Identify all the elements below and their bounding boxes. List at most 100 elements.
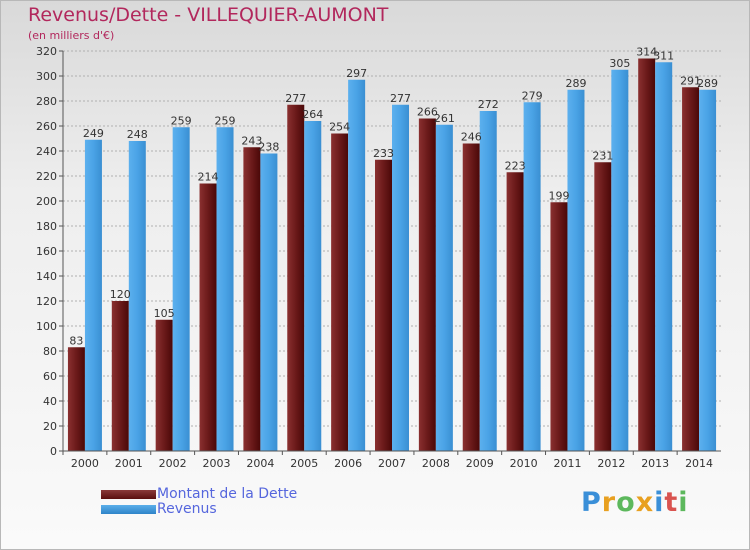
data-label-debt: 291 <box>680 74 701 87</box>
logo-letter: i <box>678 487 689 518</box>
x-tick-label: 2002 <box>159 457 187 470</box>
x-tick-labels: 2000 2001 2002 2003 2004 2005 2006 2007 2008 2009… <box>62 451 713 470</box>
y-tick-label: 220 <box>36 170 57 183</box>
data-label-revenue: 289 <box>697 77 718 90</box>
bar-debt <box>594 162 612 451</box>
data-label-revenue: 264 <box>302 108 323 121</box>
logo-letter: i <box>654 487 665 518</box>
data-label-revenue: 305 <box>609 57 630 70</box>
bar-revenue <box>216 127 234 451</box>
data-label-debt: 246 <box>461 131 482 144</box>
legend-label-debt: Montant de la Dette <box>157 486 298 502</box>
y-tick-label: 40 <box>43 395 57 408</box>
legend-label-revenue: Revenus <box>157 501 217 517</box>
x-tick-label: 2007 <box>378 457 406 470</box>
y-tick-label: 60 <box>43 370 57 383</box>
y-tick-labels: 0 20 40 60 80 100 120 140 160 180 200 220 240 260 280 3… <box>36 45 57 458</box>
data-label-debt: 105 <box>154 307 175 320</box>
y-tick-label: 20 <box>43 420 57 433</box>
bar-debt <box>199 183 217 451</box>
axes <box>62 51 721 452</box>
x-tick-label: 2000 <box>71 457 99 470</box>
x-tick-label: 2014 <box>685 457 713 470</box>
data-label-debt: 314 <box>636 46 657 59</box>
data-label-revenue: 272 <box>478 98 499 111</box>
data-label-revenue: 289 <box>565 77 586 90</box>
bar-revenue <box>611 69 629 451</box>
data-label-revenue: 261 <box>434 112 455 125</box>
bar-revenue <box>260 153 278 451</box>
data-label-debt: 266 <box>417 106 438 119</box>
bar-revenue <box>172 127 190 451</box>
bar-revenue <box>128 141 146 451</box>
data-label-revenue: 279 <box>522 89 543 102</box>
bar-debt <box>243 147 261 451</box>
legend-swatch-revenue <box>101 505 156 514</box>
bar-revenue <box>304 121 322 451</box>
y-tick-label: 240 <box>36 145 57 158</box>
chart-subtitle: (en milliers d'€) <box>28 29 115 42</box>
y-tick-label: 100 <box>36 320 57 333</box>
data-label-debt: 243 <box>241 134 262 147</box>
data-label-debt: 83 <box>69 334 83 347</box>
data-label-debt: 223 <box>505 159 526 172</box>
y-tick-label: 0 <box>50 445 57 458</box>
data-label-revenue: 277 <box>390 92 411 105</box>
logo-letter: o <box>616 487 636 518</box>
bar-debt <box>331 133 349 451</box>
logo-letter: P <box>581 487 602 518</box>
y-tick-label: 80 <box>43 345 57 358</box>
bar-revenue <box>392 104 409 451</box>
y-tick-label: 120 <box>36 295 57 308</box>
bar-revenue <box>479 111 497 451</box>
data-label-debt: 233 <box>373 147 394 160</box>
data-label-debt: 231 <box>592 149 613 162</box>
chart-title: Revenus/Dette - VILLEQUIER-AUMONT <box>28 4 389 26</box>
bar-revenue <box>523 102 541 451</box>
data-label-debt: 254 <box>329 121 350 134</box>
bar-debt <box>111 301 129 451</box>
bar-revenue <box>655 62 673 451</box>
data-label-revenue: 249 <box>83 127 104 140</box>
x-tick-label: 2013 <box>641 457 669 470</box>
bar-debt <box>67 347 85 451</box>
bar-debt <box>682 87 700 451</box>
x-tick-label: 2005 <box>290 457 318 470</box>
y-tick-label: 320 <box>36 45 57 58</box>
bar-debt <box>418 118 436 451</box>
x-tick-label: 2003 <box>203 457 231 470</box>
bar-debt <box>638 58 656 451</box>
data-label-debt: 277 <box>285 92 306 105</box>
bar-debt <box>462 143 480 451</box>
data-label-revenue: 297 <box>346 67 367 80</box>
x-tick-label: 2011 <box>553 457 581 470</box>
y-tick-label: 160 <box>36 245 57 258</box>
bar-revenue <box>348 79 366 451</box>
data-label-debt: 214 <box>198 171 219 184</box>
x-tick-label: 2001 <box>115 457 143 470</box>
bar-revenue <box>567 89 585 451</box>
x-tick-label: 2008 <box>422 457 450 470</box>
y-tick-label: 140 <box>36 270 57 283</box>
logo-letter: x <box>635 487 655 518</box>
bar-debt <box>287 104 305 451</box>
x-tick-label: 2006 <box>334 457 362 470</box>
data-label-debt: 199 <box>548 189 569 202</box>
data-label-revenue: 311 <box>653 49 674 62</box>
legend-swatch-debt <box>101 490 156 499</box>
bar-revenue <box>435 124 453 451</box>
bar-revenue <box>699 89 717 451</box>
proxiti-logo: Proxiti <box>581 487 689 518</box>
logo-letter: t <box>664 487 679 518</box>
bars <box>67 58 717 451</box>
data-label-revenue: 259 <box>171 114 192 127</box>
data-label-revenue: 259 <box>215 114 236 127</box>
x-tick-label: 2009 <box>466 457 494 470</box>
bar-debt <box>506 172 524 451</box>
data-label-debt: 120 <box>110 288 131 301</box>
bar-debt <box>375 159 392 451</box>
bar-debt <box>155 319 173 451</box>
